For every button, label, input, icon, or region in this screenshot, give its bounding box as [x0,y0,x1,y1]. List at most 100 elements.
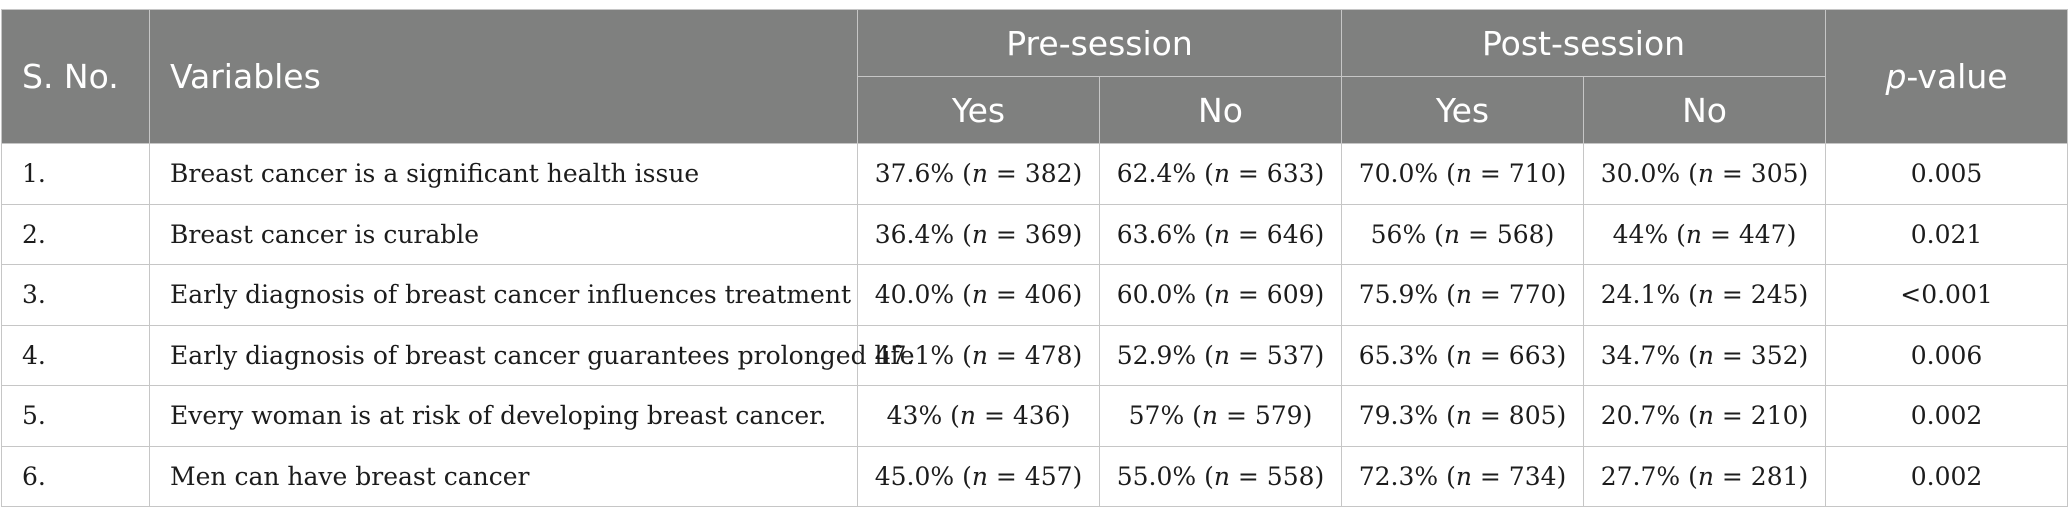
cell-percent: 70.0% ( [1358,159,1456,189]
n-symbol: n [1443,219,1461,249]
equals-sign: = [1229,340,1267,370]
equals-sign: = [976,401,1013,431]
cell-p-value: 0.002 [1825,385,2068,447]
cell-p-value: 0.021 [1825,203,2068,265]
cell-count: 579) [1254,401,1313,431]
equals-sign: = [1713,280,1751,310]
n-symbol: n [1697,280,1714,310]
equals-sign: = [1702,219,1739,249]
n-symbol: n [1201,401,1219,431]
equals-sign: = [1713,340,1751,370]
equals-sign: = [987,280,1025,310]
header-post-session: Post-session [1340,9,1827,77]
cell-count: 805) [1508,401,1567,431]
header-p-value-rest: -value [1906,57,2008,96]
cell-percent: 43% ( [886,401,960,431]
row-variable: Men can have breast cancer [149,445,858,507]
cell-pre-yes: 45.0% (n = 457) [857,445,1100,507]
n-symbol: n [971,340,988,370]
n-symbol: n [971,461,988,491]
cell-pre-yes: 43% (n = 436) [857,385,1100,447]
cell-percent: 27.7% ( [1600,461,1698,491]
cell-count: 734) [1508,461,1567,491]
cell-post-no: 24.1% (n = 245) [1582,264,1827,326]
cell-count: 633) [1266,159,1325,189]
cell-percent: 44% ( [1612,219,1686,249]
cell-pre-yes: 37.6% (n = 382) [857,143,1100,205]
equals-sign: = [1713,401,1751,431]
cell-pre-yes: 40.0% (n = 406) [857,264,1100,326]
cell-percent: 72.3% ( [1358,461,1456,491]
n-symbol: n [971,219,988,249]
cell-percent: 40.0% ( [874,280,972,310]
cell-count: 478) [1024,340,1083,370]
n-symbol: n [1213,340,1230,370]
n-symbol: n [1697,461,1714,491]
equals-sign: = [987,461,1025,491]
cell-count: 210) [1750,401,1809,431]
cell-count: 609) [1266,280,1325,310]
cell-count: 710) [1508,159,1567,189]
n-symbol: n [1213,159,1230,189]
cell-percent: 30.0% ( [1600,159,1698,189]
table-row: 1. Breast cancer is a significant health … [1,143,2068,205]
cell-pre-yes: 47.1% (n = 478) [857,324,1100,386]
table-body: 1. Breast cancer is a significant health … [1,143,2068,507]
cell-percent: 24.1% ( [1600,280,1698,310]
cell-p-value: <0.001 [1825,264,2068,326]
equals-sign: = [1471,461,1509,491]
n-symbol: n [1455,461,1472,491]
cell-count: 369) [1024,219,1083,249]
n-symbol: n [1213,280,1230,310]
cell-post-yes: 65.3% (n = 663) [1341,324,1584,386]
n-symbol: n [1455,340,1472,370]
cell-pre-yes: 36.4% (n = 369) [857,203,1100,265]
cell-count: 457) [1024,461,1083,491]
cell-percent: 62.4% ( [1116,159,1214,189]
cell-post-yes: 75.9% (n = 770) [1341,264,1584,326]
cell-count: 352) [1750,340,1809,370]
cell-count: 245) [1750,280,1809,310]
cell-count: 537) [1266,340,1325,370]
equals-sign: = [1229,280,1267,310]
cell-percent: 63.6% ( [1116,219,1214,249]
cell-count: 663) [1508,340,1567,370]
results-table: S. No. Variables Pre-session Post-sessio… [1,9,2068,507]
cell-count: 436) [1012,401,1071,431]
cell-count: 770) [1508,280,1567,310]
cell-percent: 45.0% ( [874,461,972,491]
table-row: 6. Men can have breast cancer 45.0% (n = 4… [1,445,2068,507]
row-variable: Every woman is at risk of developing bre… [149,385,858,447]
cell-percent: 57% ( [1128,401,1202,431]
cell-percent: 55.0% ( [1116,461,1214,491]
cell-pre-no: 52.9% (n = 537) [1099,324,1342,386]
header-pre-no: No [1099,76,1342,144]
cell-percent: 65.3% ( [1358,340,1456,370]
cell-count: 558) [1266,461,1325,491]
header-sno: S. No. [1,9,150,144]
cell-pre-no: 55.0% (n = 558) [1099,445,1342,507]
cell-p-value: 0.005 [1825,143,2068,205]
cell-post-no: 30.0% (n = 305) [1582,143,1827,205]
row-variable: Early diagnosis of breast cancer influen… [149,264,858,326]
n-symbol: n [1455,159,1472,189]
cell-post-no: 20.7% (n = 210) [1582,385,1827,447]
cell-percent: 52.9% ( [1116,340,1214,370]
n-symbol: n [971,280,988,310]
cell-count: 447) [1738,219,1797,249]
table-row: 5. Every woman is at risk of developing b… [1,385,2068,447]
n-symbol: n [959,401,977,431]
row-number: 1. [1,143,150,205]
cell-post-yes: 79.3% (n = 805) [1341,385,1584,447]
row-number: 5. [1,385,150,447]
cell-post-no: 34.7% (n = 352) [1582,324,1827,386]
n-symbol: n [1213,219,1230,249]
equals-sign: = [1471,340,1509,370]
equals-sign: = [1229,461,1267,491]
equals-sign: = [1460,219,1497,249]
header-pre-yes: Yes [857,76,1100,144]
cell-percent: 60.0% ( [1116,280,1214,310]
n-symbol: n [1697,340,1714,370]
n-symbol: n [1697,159,1714,189]
cell-count: 406) [1024,280,1083,310]
